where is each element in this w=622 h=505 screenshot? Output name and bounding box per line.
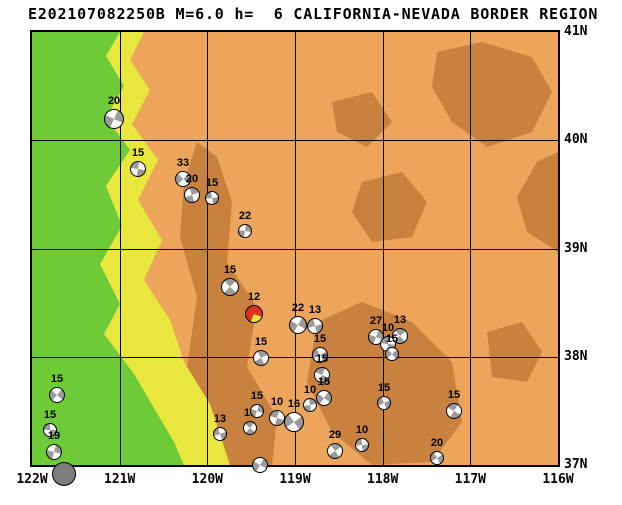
focal-mechanism [377,396,391,410]
event-depth-label: 15 [250,390,264,402]
event-depth-label: 15 [223,264,237,276]
event-depth-label: 15 [254,336,268,348]
event-depth-label: 12 [247,291,261,303]
focal-mechanism [303,398,317,412]
terrain-range-center [352,172,427,242]
longitude-label: 116W [542,472,574,487]
latitude-label: 38N [564,348,588,364]
focal-mechanism [253,350,269,366]
latitude-label: 37N [564,457,588,472]
event-depth-label: 22 [291,302,305,314]
event-depth-label: 15 [315,353,329,365]
event-depth-label: 10 [355,424,369,436]
latitude-label: 39N [564,240,588,256]
event-depth-label: 22 [238,210,252,222]
event-depth-label: 20 [430,437,444,449]
event-depth-label: 15 [313,333,327,345]
main-event-focal-mechanism [245,305,263,323]
event-depth-label: 10 [381,322,395,334]
focal-mechanism [307,318,323,334]
focal-mechanism [252,457,268,473]
event-depth-label: 13 [213,413,227,425]
terrain-range-east-edge [517,152,558,252]
focal-mechanism [314,367,330,383]
event-depth-label: 15 [50,373,64,385]
event-depth-label: 13 [308,304,322,316]
event-depth-label: 33 [176,157,190,169]
event-depth-label: 19 [47,430,61,442]
terrain-range-south [307,302,462,465]
focal-mechanism [430,451,444,465]
focal-mechanism [175,171,191,187]
terrain-range-southeast [487,322,542,382]
focal-mechanism [446,403,462,419]
event-depth-label: 20 [185,173,199,185]
map-area: 20 15 33 20 15 22 15 12 22 13 15 15 27 10 13 15 15 15 10 15… [30,30,560,486]
event-depth-label: 29 [328,429,342,441]
event-depth-label: 15 [131,147,145,159]
longitude-label: 122W [16,472,48,487]
latitude-label: 40N [564,132,588,148]
longitude-label: 117W [454,472,486,487]
figure-title: E202107082250B M=6.0 h= 6 CALIFORNIA-NEV… [28,5,599,23]
focal-mechanism [130,161,146,177]
focal-mechanism [284,412,304,432]
event-depth-label: 15 [385,333,399,345]
focal-mechanism [49,387,65,403]
focal-mechanisms-layer: 20 15 33 20 15 22 15 12 22 13 15 15 27 10 13 15 15 15 10 15… [32,32,558,486]
event-depth-label: 20 [107,95,121,107]
grid-lines [32,32,558,465]
grid-line-parallel [32,356,558,358]
focal-mechanism [327,443,343,459]
event-depth-label: 27 [369,315,383,327]
focal-mechanism [312,347,328,363]
focal-mechanism [250,404,264,418]
event-depth-label: 15 [205,177,219,189]
event-depth-label: 15 [43,409,57,421]
terrain-range-top-center [332,92,392,147]
focal-mechanism [269,410,285,426]
focal-mechanism [385,347,399,361]
focal-mechanism [205,191,219,205]
focal-mechanism [52,462,76,486]
grid-line-parallel [32,140,558,142]
focal-mechanism [221,278,239,296]
focal-mechanism [289,316,307,334]
event-depth-label: 15 [447,389,461,401]
event-depth-label: 15 [377,382,391,394]
focal-mechanism [104,109,124,129]
focal-mechanism [238,224,252,238]
event-depth-label: 10 [270,396,284,408]
longitude-label: 121W [104,472,136,487]
focal-mechanism [243,421,257,435]
focal-mechanism [213,427,227,441]
grid-line-parallel [32,248,558,250]
event-depth-label: 16 [287,398,301,410]
longitude-label: 118W [367,472,399,487]
focal-mechanism [392,328,408,344]
event-depth-label: 15 [317,376,331,388]
longitude-label: 119W [279,472,311,487]
latitude-label: 41N [564,24,588,39]
terrain-range-sierra [180,142,277,465]
focal-mechanism [355,438,369,452]
focal-mechanism [43,423,57,437]
focal-mechanism [46,444,62,460]
event-depth-label: 13 [393,314,407,326]
focal-mechanism [316,390,332,406]
focal-mechanism [184,187,200,203]
terrain-range-northeast [432,42,552,147]
event-depth-label: 10 [303,384,317,396]
longitude-label: 120W [191,472,223,487]
